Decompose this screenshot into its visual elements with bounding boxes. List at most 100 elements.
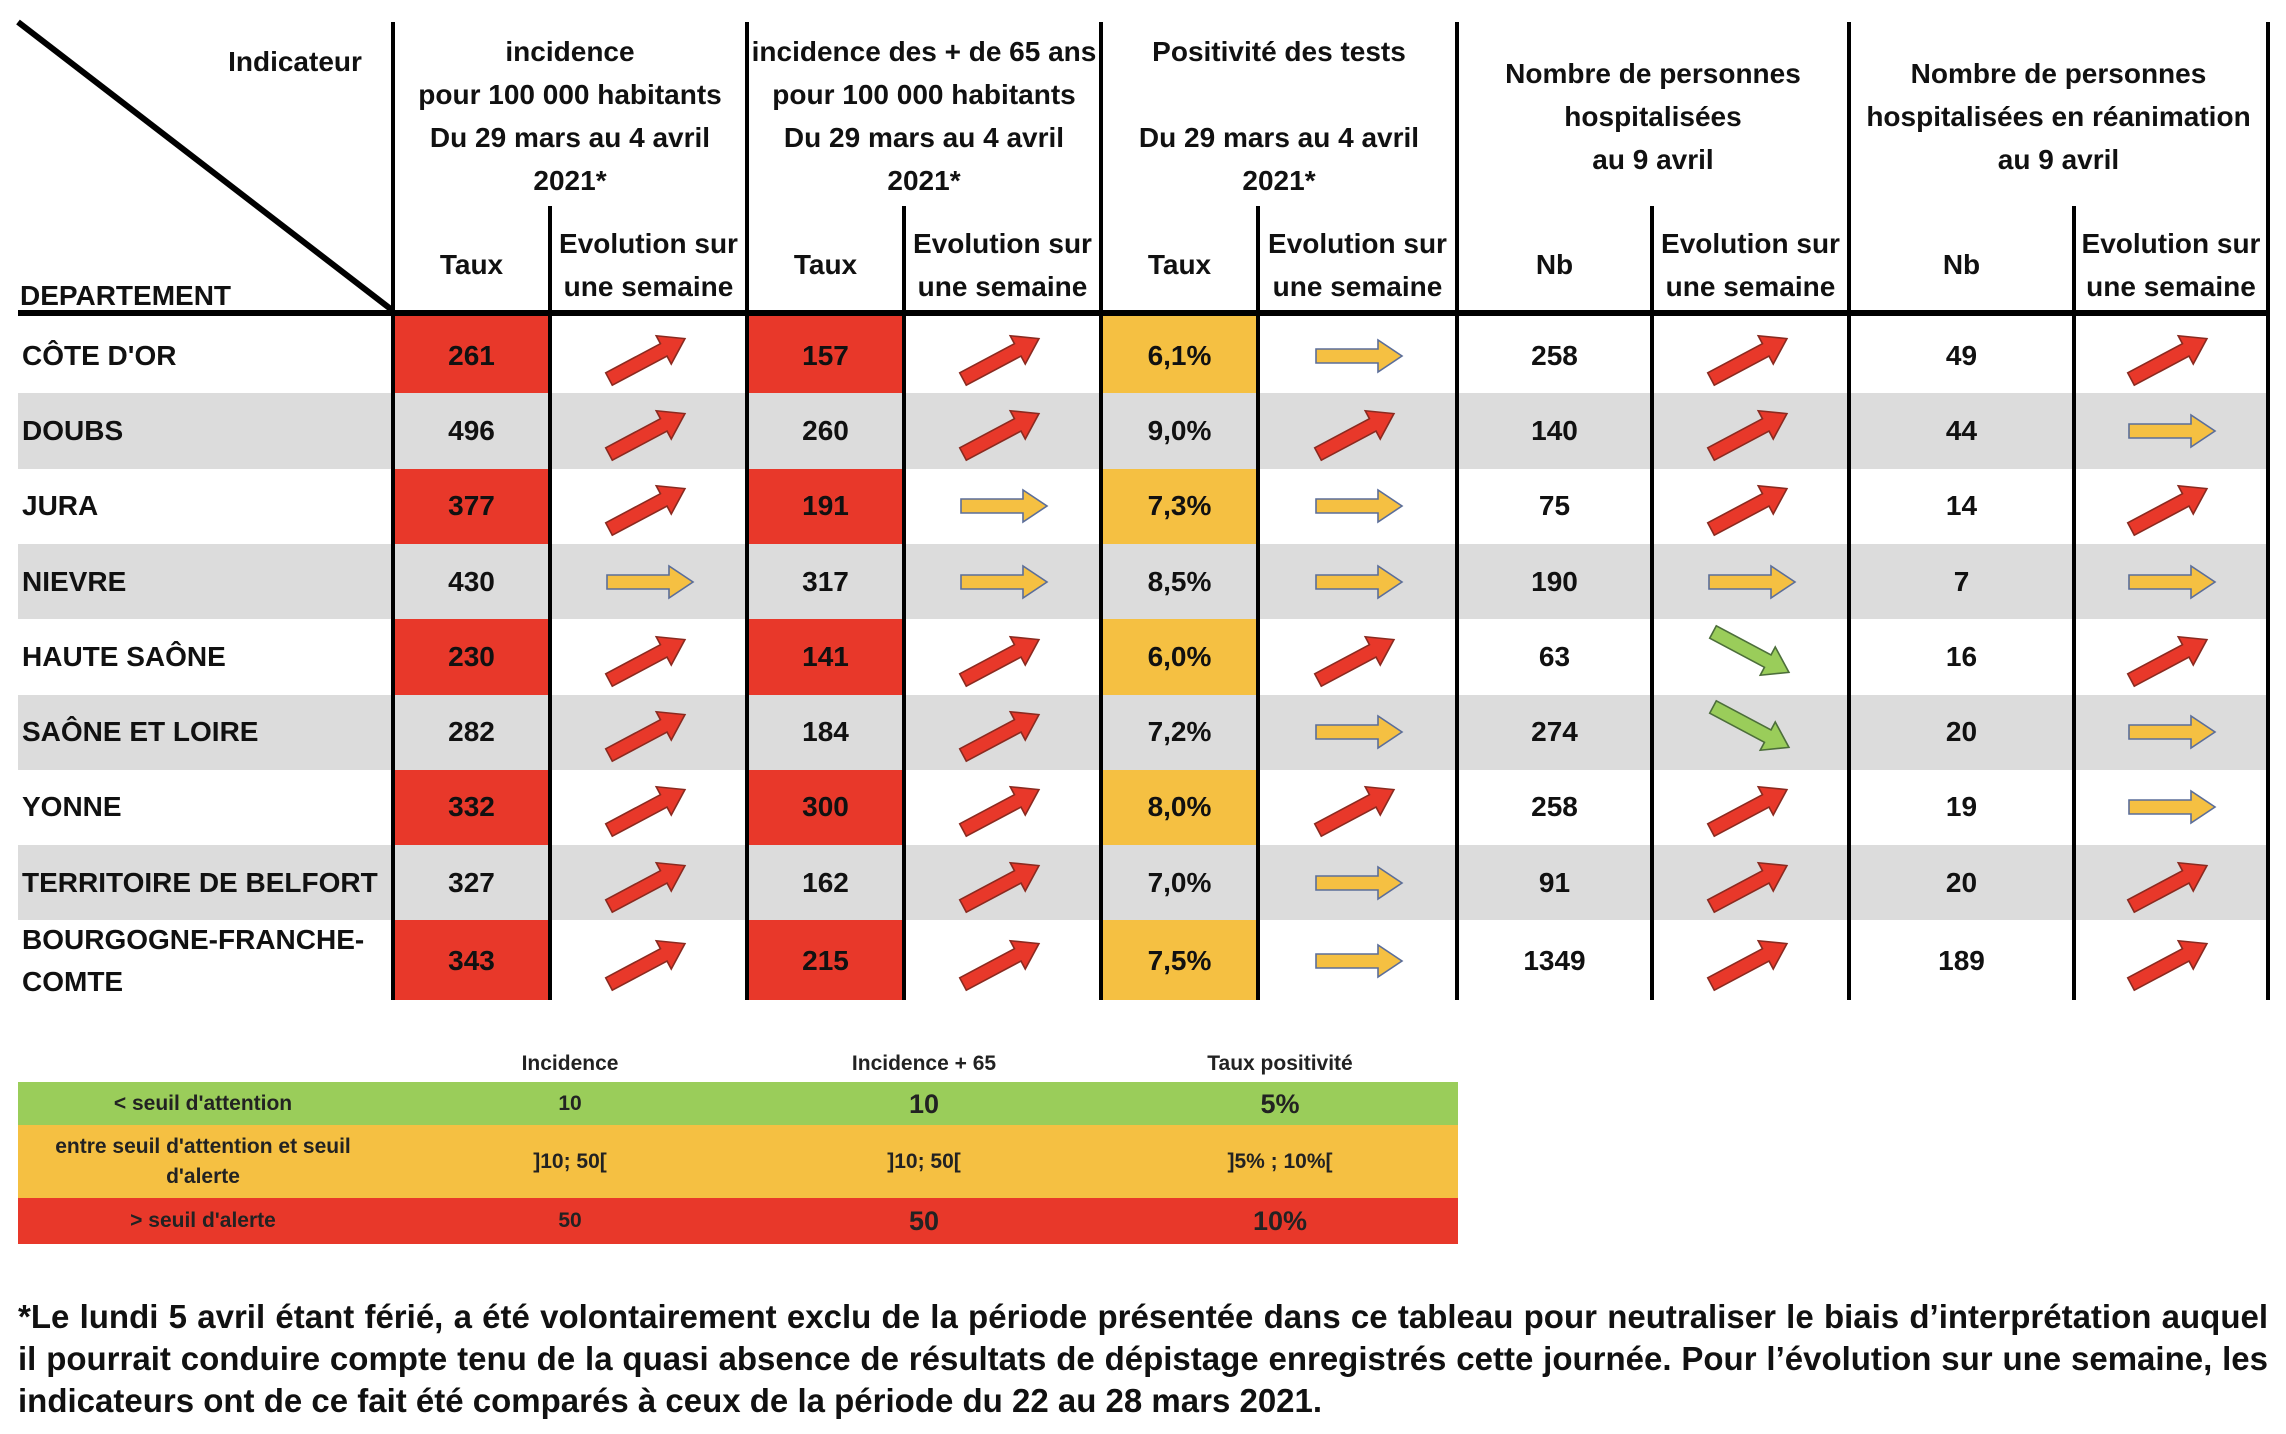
red-up-arrow [1706,786,1788,838]
hospitalized-evolution-cell [1703,848,1803,918]
legend-incidence65-threshold: 50 [908,1206,940,1236]
red-up-arrow [2126,334,2209,386]
incidence65-evolution-cell [955,547,1055,617]
positivity-value: 9,0% [1147,414,1212,446]
orange-right-arrow [1314,714,1403,750]
indicator-table: Indicateur DEPARTEMENT incidence pour 100… [16,19,2270,1000]
icu-value: 7 [1953,565,1970,597]
positivity-evolution-cell [1310,622,1410,692]
incidence65-header-line: 2021* [887,165,961,196]
sub-divider-5 [2072,206,2076,1000]
red-up-arrow [604,940,686,992]
red-up-arrow [958,710,1040,763]
red-up-arrow [958,635,1040,688]
legend-label: < seuil d'attention [113,1091,293,1115]
incidence65-value: 184 [802,716,849,748]
incidence-header-line: pour 100 000 habitants [418,79,722,110]
incidence-value: 377 [448,490,495,522]
sub-divider-1 [548,206,552,1000]
department-name: BOURGOGNE-FRANCHE- [22,924,365,956]
red-up-arrow [604,635,686,688]
hospitalized-col1-header: Nb [1535,249,1574,280]
icu-evolution-header: une semaine [2086,271,2256,302]
positivity-value: 8,0% [1147,791,1212,823]
positivity-value: 7,3% [1147,490,1212,522]
orange-right-arrow [959,564,1048,600]
hospitalized-evolution-cell [1703,622,1803,692]
orange-right-arrow [1707,564,1796,600]
legend-row [18,1198,1458,1244]
incidence-value: 343 [448,945,495,977]
red-up-arrow [604,334,686,386]
red-up-arrow [958,940,1040,992]
legend-incidence-threshold: ]10; 50[ [533,1149,607,1173]
hospitalized-evolution-header: Evolution sur [1661,228,1840,259]
hospitalized-value: 1349 [1523,945,1586,977]
department-name: NIEVRE [22,565,127,597]
positivity-value: 7,5% [1147,945,1212,977]
legend-incidence65-threshold: ]10; 50[ [887,1149,961,1173]
orange-right-arrow [2128,789,2217,825]
group-divider-4 [1455,22,1459,1000]
header-diagonal-line [16,19,394,313]
orange-right-arrow [1314,488,1403,524]
incidence-header-line: Du 29 mars au 4 avril [429,122,711,153]
orange-right-arrow [2128,413,2217,449]
incidence65-evolution-header: une semaine [917,271,1088,302]
department-name: DOUBS [22,414,124,446]
positivity-value: 8,5% [1147,565,1212,597]
red-up-arrow [604,861,686,914]
department-name: TERRITOIRE DE BELFORT [22,866,378,898]
red-up-arrow [1706,485,1788,537]
incidence-evolution-cell [601,772,701,842]
icu-value: 16 [1945,640,1978,672]
red-up-arrow [958,861,1040,914]
positivity-value: 6,1% [1147,339,1212,371]
legend-positivity-threshold: 5% [1260,1088,1300,1119]
header-bottom-border [18,310,2270,316]
incidence-value: 282 [448,716,495,748]
red-up-arrow [604,485,686,537]
icu-evolution-cell [2123,772,2223,842]
incidence65-value: 260 [802,414,849,446]
positivity-header-line: 2021* [1242,165,1316,196]
legend-label: > seuil d'alerte [130,1209,276,1232]
incidence-evolution-cell [601,926,701,996]
legend-incidence-threshold: 10 [558,1091,582,1115]
positivity-evolution-header: une semaine [1272,271,1443,302]
positivity-evolution-cell [1310,321,1410,391]
icu-value: 20 [1945,716,1978,748]
icu-header-line: Nombre de personnes [1910,58,2207,89]
incidence65-col1-header: Taux [793,249,858,280]
positivity-col1-header: Taux [1147,249,1212,280]
incidence-evolution-cell [601,321,701,391]
department-name: SAÔNE ET LOIRE [22,716,259,748]
incidence65-value: 162 [802,866,849,898]
hospitalized-value: 63 [1538,640,1571,672]
icu-evolution-cell [2123,396,2223,466]
orange-right-arrow [1314,943,1403,979]
red-up-arrow [958,786,1040,838]
footnote: *Le lundi 5 avril étant férié, a été vol… [18,1298,2268,1419]
incidence65-evolution-cell [955,622,1055,692]
icu-evolution-cell [2123,622,2223,692]
sub-divider-2 [902,206,906,1000]
incidence-value: 332 [448,791,495,823]
incidence65-header-line: pour 100 000 habitants [772,79,1076,110]
incidence65-header-line: Du 29 mars au 4 avril [783,122,1065,153]
group-divider-1 [391,22,395,1000]
incidence65-evolution-cell [955,321,1055,391]
legend-incidence65-threshold: 10 [908,1088,940,1119]
incidence-value: 430 [448,565,495,597]
icu-header-line: au 9 avril [1997,144,2120,175]
sub-divider-4 [1650,206,1654,1000]
department-name: YONNE [22,791,122,823]
incidence-evolution-header: Evolution sur [559,228,738,259]
icu-evolution-cell [2123,697,2223,767]
icu-value: 20 [1945,866,1978,898]
red-up-arrow [1706,334,1788,386]
incidence65-evolution-header: Evolution sur [913,228,1092,259]
incidence65-evolution-cell [955,848,1055,918]
incidence-evolution-cell [601,396,701,466]
department-name: COMTE [22,966,124,998]
